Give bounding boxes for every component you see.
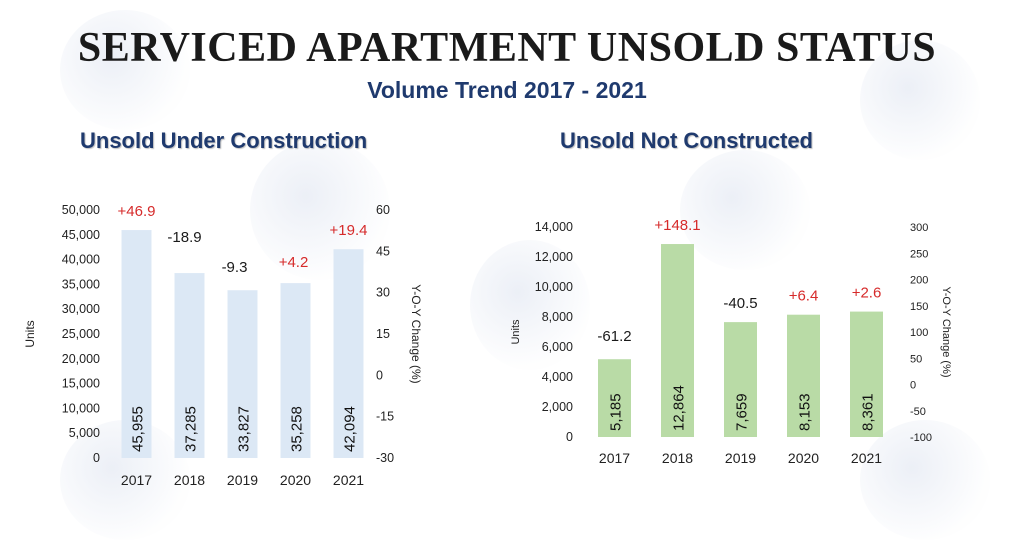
bar-value-label: 45,955 bbox=[130, 406, 147, 452]
y2-tick-label: 15 bbox=[376, 327, 390, 341]
bar bbox=[121, 230, 152, 458]
y-tick-label: 15,000 bbox=[62, 377, 100, 391]
chart-unsold-under-construction: 0 5,000 10,000 15,000 20,000 25,000 30,000 35,0… bbox=[23, 203, 423, 488]
x-tick-label: 2020 bbox=[280, 472, 311, 488]
y2-tick-label: 0 bbox=[910, 380, 916, 392]
y2-axis-title: Y-O-Y Change (%) bbox=[409, 284, 423, 383]
x-tick-label: 2018 bbox=[174, 472, 205, 488]
y2-tick-label: 100 bbox=[910, 327, 928, 339]
bar bbox=[333, 249, 364, 458]
y-tick-label: 14,000 bbox=[535, 220, 573, 234]
yoy-change-label: +6.4 bbox=[789, 288, 819, 305]
y-tick-label: 0 bbox=[566, 430, 573, 444]
x-tick-label: 2021 bbox=[333, 472, 364, 488]
x-tick-label: 2017 bbox=[599, 450, 630, 466]
bar bbox=[174, 273, 205, 458]
y-axis-title: Units bbox=[510, 319, 522, 345]
y-tick-label: 40,000 bbox=[62, 253, 100, 267]
y-tick-label: 45,000 bbox=[62, 228, 100, 242]
bar bbox=[850, 311, 883, 437]
y2-tick-label: 50 bbox=[910, 353, 922, 365]
y-tick-label: 4,000 bbox=[542, 370, 573, 384]
y2-tick-label: 150 bbox=[910, 301, 928, 313]
x-tick-label: 2019 bbox=[227, 472, 258, 488]
bar bbox=[280, 283, 311, 458]
yoy-change-label: -9.3 bbox=[222, 259, 248, 276]
y-tick-label: 30,000 bbox=[62, 302, 100, 316]
bar-value-label: 33,827 bbox=[236, 406, 253, 452]
yoy-change-label: +2.6 bbox=[852, 285, 882, 302]
yoy-change-label: +19.4 bbox=[330, 222, 368, 239]
y-tick-label: 5,000 bbox=[69, 426, 100, 440]
bar-value-label: 7,659 bbox=[734, 393, 751, 431]
chart-title-not-constructed: Unsold Not Constructed bbox=[560, 128, 813, 153]
yoy-change-label: +46.9 bbox=[118, 203, 156, 220]
y-tick-label: 8,000 bbox=[542, 310, 573, 324]
yoy-change-label: -40.5 bbox=[723, 295, 757, 312]
y-tick-label: 12,000 bbox=[535, 250, 573, 264]
yoy-change-label: -18.9 bbox=[167, 229, 201, 246]
yoy-change-label: -61.2 bbox=[597, 328, 631, 345]
bar-value-label: 12,864 bbox=[671, 385, 688, 431]
bar bbox=[661, 244, 694, 437]
yoy-change-label: +4.2 bbox=[279, 254, 309, 271]
x-tick-label: 2018 bbox=[662, 450, 693, 466]
y2-tick-label: 0 bbox=[376, 368, 383, 382]
y2-tick-label: -15 bbox=[376, 410, 394, 424]
y-tick-label: 20,000 bbox=[62, 352, 100, 366]
bar-value-label: 42,094 bbox=[342, 406, 359, 452]
yoy-change-label: +148.1 bbox=[654, 217, 700, 234]
bar bbox=[598, 359, 631, 437]
y2-tick-label: 60 bbox=[376, 203, 390, 217]
y-tick-label: 6,000 bbox=[542, 340, 573, 354]
y2-tick-label: 200 bbox=[910, 275, 928, 287]
y2-tick-label: -50 bbox=[910, 406, 926, 418]
bar bbox=[787, 314, 820, 437]
y-tick-label: 0 bbox=[93, 451, 100, 465]
bar-value-label: 5,185 bbox=[608, 393, 625, 431]
chart-title-under-construction: Unsold Under Construction bbox=[80, 128, 368, 153]
y-tick-label: 25,000 bbox=[62, 327, 100, 341]
bar-value-label: 8,361 bbox=[860, 393, 877, 431]
y-tick-label: 35,000 bbox=[62, 277, 100, 291]
y2-axis-title: Y-O-Y Change (%) bbox=[940, 286, 952, 377]
bar-value-label: 35,258 bbox=[289, 406, 306, 452]
y-tick-label: 50,000 bbox=[62, 203, 100, 217]
page-title: SERVICED APARTMENT UNSOLD STATUS bbox=[77, 25, 937, 71]
x-tick-label: 2021 bbox=[851, 450, 882, 466]
y2-tick-label: 300 bbox=[910, 222, 928, 234]
y2-tick-label: 45 bbox=[376, 244, 390, 258]
y2-tick-label: -30 bbox=[376, 451, 394, 465]
bar-value-label: 37,285 bbox=[183, 406, 200, 452]
y-axis-title: Units bbox=[23, 320, 37, 347]
x-tick-label: 2017 bbox=[121, 472, 152, 488]
x-tick-label: 2020 bbox=[788, 450, 819, 466]
bar bbox=[724, 322, 757, 437]
y2-tick-label: -100 bbox=[910, 432, 932, 444]
y-tick-label: 2,000 bbox=[542, 400, 573, 414]
y2-tick-label: 250 bbox=[910, 248, 928, 260]
y-tick-label: 10,000 bbox=[62, 401, 100, 415]
chart-unsold-not-constructed: 0 2,000 4,000 6,000 8,000 10,000 12,000 14,000 -… bbox=[510, 217, 952, 466]
bar-value-label: 8,153 bbox=[797, 393, 814, 431]
x-tick-label: 2019 bbox=[725, 450, 756, 466]
page-subtitle: Volume Trend 2017 - 2021 bbox=[367, 77, 647, 103]
y2-tick-label: 30 bbox=[376, 286, 390, 300]
bar bbox=[227, 290, 258, 458]
y-tick-label: 10,000 bbox=[535, 280, 573, 294]
